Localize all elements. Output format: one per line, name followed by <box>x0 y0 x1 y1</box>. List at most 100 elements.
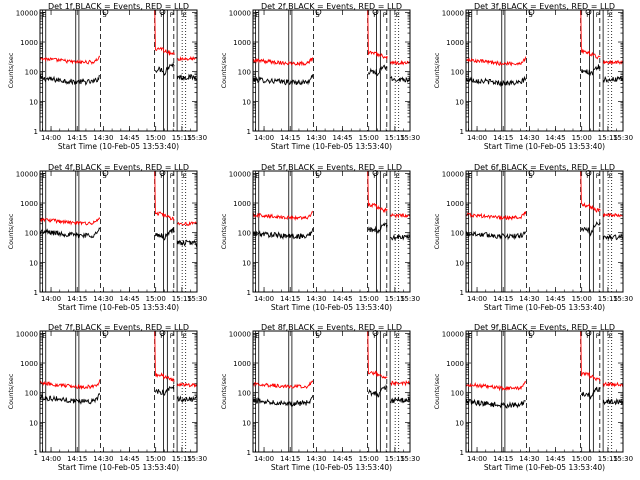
events-series-line <box>253 222 410 241</box>
panel-title: Det 9f,BLACK = Events, RED = LLD <box>474 323 615 332</box>
y-tick-label: 1 <box>34 289 38 297</box>
x-tick-label: 15:30 <box>400 134 420 142</box>
x-tick-label: 14:30 <box>519 455 539 463</box>
x-tick-label: 14:15 <box>67 455 87 463</box>
x-tick-label: 14:30 <box>519 295 539 303</box>
x-tick-label: 15:30 <box>187 134 207 142</box>
x-axis-label: Start Time (10-Feb-05 13:53:40) <box>58 303 179 312</box>
marker-label: S <box>102 11 106 19</box>
marker-label: E <box>609 332 613 340</box>
y-tick-label: 10 <box>455 98 464 106</box>
y-axis-label: Counts/sec <box>7 52 15 88</box>
x-tick-label: 15:00 <box>572 455 592 463</box>
events-series-line <box>40 226 197 248</box>
x-tick-label: 14:30 <box>306 295 326 303</box>
x-tick-label: 15:00 <box>572 295 592 303</box>
marker-label: S <box>315 332 319 340</box>
x-tick-label: 14:45 <box>545 134 565 142</box>
plot-frame <box>252 330 411 453</box>
lld-series-line <box>466 331 623 392</box>
x-tick-label: 14:00 <box>467 295 487 303</box>
marker-label: P <box>383 332 387 340</box>
events-series-line <box>466 64 623 87</box>
y-tick-label: 1 <box>34 449 38 457</box>
x-axis-label: Start Time (10-Feb-05 13:53:40) <box>271 142 392 151</box>
y-axis-label: Counts/sec <box>433 373 441 409</box>
marker-label: S <box>528 172 532 180</box>
y-tick-label: 10000 <box>442 330 464 338</box>
y-tick-label: 100 <box>238 230 251 238</box>
y-tick-label: 100 <box>451 390 464 398</box>
x-tick-label: 14:45 <box>545 455 565 463</box>
x-axis-label: Start Time (10-Feb-05 13:53:40) <box>271 303 392 312</box>
y-axis-label: Counts/sec <box>433 213 441 249</box>
marker-label: P <box>170 332 174 340</box>
x-tick-label: 14:45 <box>545 295 565 303</box>
marker-label: E <box>255 11 259 19</box>
x-tick-label: 14:00 <box>254 295 274 303</box>
marker-label: S <box>102 172 106 180</box>
marker-label: E <box>396 332 400 340</box>
y-tick-label: 1000 <box>233 39 251 47</box>
marker-label: P <box>596 332 600 340</box>
panel-title: Det 4f,BLACK = Events, RED = LLD <box>48 163 189 172</box>
marker-label: E <box>183 172 187 180</box>
x-tick-label: 15:15 <box>598 295 618 303</box>
marker-label: F <box>586 172 590 180</box>
x-tick-label: 15:15 <box>172 455 192 463</box>
panel-title: Det 8f,BLACK = Events, RED = LLD <box>261 323 402 332</box>
x-tick-label: 14:15 <box>493 455 513 463</box>
x-tick-label: 14:15 <box>67 134 87 142</box>
x-tick-label: 14:45 <box>119 295 139 303</box>
lld-series-line <box>253 331 410 389</box>
lld-series-line <box>40 171 197 227</box>
marker-label: P <box>170 172 174 180</box>
lld-series-line <box>253 171 410 222</box>
lld-series-line <box>253 10 410 67</box>
y-tick-label: 1 <box>460 128 464 136</box>
x-tick-label: 14:30 <box>93 455 113 463</box>
y-tick-label: 1000 <box>233 200 251 208</box>
events-series-line <box>253 383 410 407</box>
y-axis-label: Counts/sec <box>220 52 228 88</box>
x-axis-label: Start Time (10-Feb-05 13:53:40) <box>271 463 392 472</box>
y-tick-label: 10 <box>242 98 251 106</box>
plot-frame <box>252 170 411 293</box>
marker-label: F <box>160 332 164 340</box>
x-tick-label: 14:15 <box>280 295 300 303</box>
marker-label: E <box>255 172 259 180</box>
panel-title: Det 2f,BLACK = Events, RED = LLD <box>261 2 402 11</box>
marker-label: F <box>160 11 164 19</box>
x-tick-label: 15:30 <box>187 295 207 303</box>
marker-label: F <box>373 11 377 19</box>
events-series-line <box>466 221 623 241</box>
x-tick-label: 14:30 <box>93 295 113 303</box>
marker-label: E <box>42 172 46 180</box>
marker-label: F <box>160 172 164 180</box>
marker-label: F <box>586 11 590 19</box>
x-tick-label: 14:45 <box>332 455 352 463</box>
x-tick-label: 14:15 <box>280 134 300 142</box>
y-tick-label: 10 <box>242 259 251 267</box>
y-tick-label: 100 <box>238 69 251 77</box>
marker-label: S <box>102 332 106 340</box>
marker-label: P <box>383 11 387 19</box>
x-tick-label: 15:30 <box>613 295 633 303</box>
x-tick-label: 14:00 <box>467 455 487 463</box>
events-series-line <box>40 62 197 86</box>
marker-label: P <box>596 11 600 19</box>
y-tick-label: 1 <box>34 128 38 136</box>
panel-title: Det 1f,BLACK = Events, RED = LLD <box>48 2 189 11</box>
marker-label: E <box>609 172 613 180</box>
marker-label: F <box>586 332 590 340</box>
y-tick-label: 10000 <box>16 330 38 338</box>
y-tick-label: 1 <box>460 449 464 457</box>
x-tick-label: 15:00 <box>359 134 379 142</box>
x-axis-label: Start Time (10-Feb-05 13:53:40) <box>484 303 605 312</box>
x-tick-label: 15:30 <box>187 455 207 463</box>
